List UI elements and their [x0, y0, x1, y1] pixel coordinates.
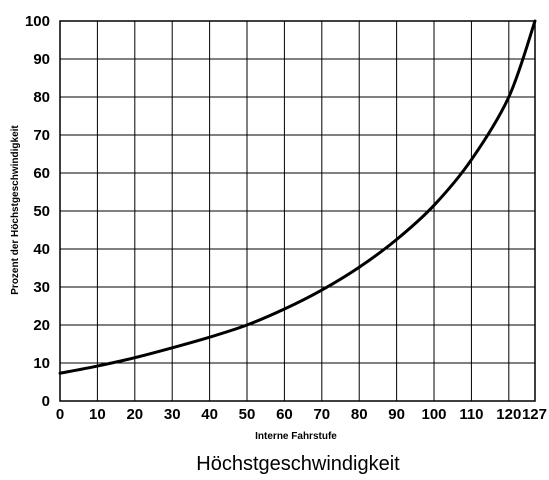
y-tick-label: 100	[25, 13, 50, 30]
y-tick-labels: 0 10 20 30 40 50 60 70 80 90 100	[25, 13, 50, 410]
x-tick-label: 10	[89, 406, 106, 423]
x-tick-label: 40	[201, 406, 218, 423]
y-axis-title: Prozent der Höchstgeschwindigkeit	[10, 125, 21, 295]
x-tick-label: 70	[313, 406, 330, 423]
x-tick-label: 50	[239, 406, 256, 423]
x-tick-label: 60	[276, 406, 293, 423]
x-tick-label: 90	[388, 406, 405, 423]
x-tick-label: 120	[496, 406, 521, 423]
series-line	[58, 19, 537, 375]
x-tick-label: 110	[459, 406, 483, 423]
x-tick-labels: 0 10 20 30 40 50 60 70 80 90 100 110 120 127	[56, 406, 547, 423]
x-tick-label: 80	[351, 406, 368, 423]
y-tick-label: 40	[33, 241, 50, 258]
y-tick-label: 60	[33, 165, 50, 182]
x-tick-label: 127	[522, 406, 547, 423]
grid-lines	[59, 20, 536, 402]
series-lines	[58, 19, 537, 375]
y-tick-label: 90	[33, 51, 50, 68]
y-tick-label: 10	[33, 355, 50, 372]
chart-caption: Höchstgeschwindigkeit	[196, 453, 400, 475]
y-tick-label: 50	[33, 203, 50, 220]
x-tick-label: 30	[164, 406, 181, 423]
y-tick-label: 80	[33, 89, 50, 106]
x-tick-label: 20	[126, 406, 143, 423]
y-tick-label: 70	[33, 127, 50, 144]
plot-frame	[59, 20, 536, 402]
x-tick-label: 0	[56, 406, 64, 423]
y-tick-label: 20	[33, 317, 50, 334]
plot-border	[59, 20, 536, 402]
x-axis-title: Interne Fahrstufe	[255, 431, 337, 442]
y-tick-label: 30	[33, 279, 50, 296]
x-tick-label: 100	[422, 406, 447, 423]
y-tick-label: 0	[42, 393, 50, 410]
